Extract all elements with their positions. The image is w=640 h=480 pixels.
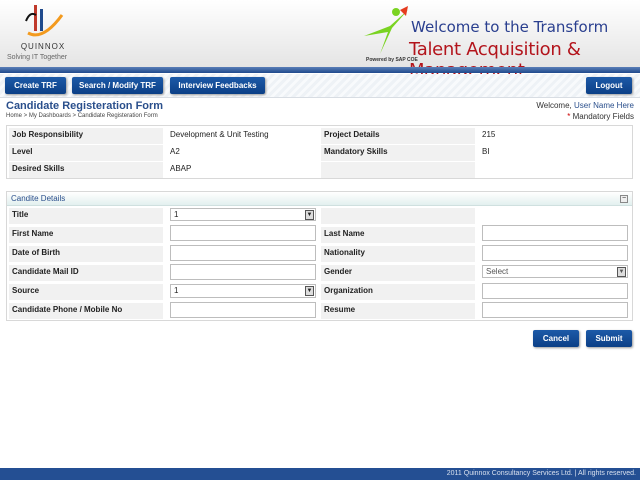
source-value: 1 [174, 286, 179, 295]
powered-by: Powered by SAP COE [366, 57, 418, 63]
nationality-input[interactable] [482, 245, 628, 261]
nationality-label: Nationality [321, 246, 475, 262]
source-label: Source [9, 284, 163, 300]
search-modify-trf-button[interactable]: Search / Modify TRF [72, 77, 163, 94]
chevron-down-icon: ▼ [305, 286, 314, 296]
info-value: A2 [170, 147, 180, 156]
section-header: Candite Details − [7, 192, 632, 206]
info-value: 215 [482, 130, 496, 139]
submit-button[interactable]: Submit [586, 330, 632, 347]
footer: 2011 Quinnox Consultancy Services Ltd. |… [0, 468, 640, 480]
chevron-down-icon: ▼ [617, 267, 626, 277]
last-name-label: Last Name [321, 227, 475, 243]
header-divider [0, 67, 640, 73]
gender-label: Gender [321, 265, 475, 281]
organization-label: Organization [321, 284, 475, 300]
header: QUINNOX Solving IT Together Powered by S… [0, 0, 640, 81]
candidate-details-panel: Candite Details − Title 1 ▼ First Name La… [6, 191, 633, 321]
cancel-button[interactable]: Cancel [533, 330, 579, 347]
nav-bar: Create TRF Search / Modify TRF Interview… [0, 74, 640, 98]
first-name-input[interactable] [170, 225, 316, 241]
mail-label: Candidate Mail ID [9, 265, 163, 281]
logout-button[interactable]: Logout [586, 77, 632, 94]
source-select[interactable]: 1 ▼ [170, 284, 316, 298]
last-name-input[interactable] [482, 225, 628, 241]
minus-icon[interactable]: − [620, 195, 628, 203]
info-value: Development & Unit Testing [170, 130, 269, 139]
welcome-text: Welcome, User Name Here [536, 101, 634, 110]
welcome-line1: Welcome to the Transform [411, 18, 609, 36]
info-label: Desired Skills [9, 162, 163, 178]
info-label: Mandatory Skills [321, 145, 475, 161]
mail-input[interactable] [170, 264, 316, 280]
info-value: ABAP [170, 164, 192, 173]
gender-value: Select [486, 267, 509, 276]
dob-input[interactable] [170, 245, 316, 261]
breadcrumb[interactable]: Home > My Dashboards > Candidate Registe… [6, 113, 158, 119]
chevron-down-icon: ▼ [305, 210, 314, 220]
first-name-label: First Name [9, 227, 163, 243]
mandatory-text: Mandatory Fields [570, 112, 634, 121]
mandatory-note: * Mandatory Fields [567, 112, 634, 121]
info-label: Project Details [321, 128, 475, 144]
welcome-prefix: Welcome, [536, 101, 574, 110]
job-info-panel: Job Responsibility Development & Unit Te… [6, 125, 633, 179]
create-trf-button[interactable]: Create TRF [5, 77, 66, 94]
organization-input[interactable] [482, 283, 628, 299]
page-title: Candidate Registeration Form [6, 100, 164, 112]
interview-feedbacks-button[interactable]: Interview Feedbacks [170, 77, 265, 94]
mandatory-mark: * [567, 112, 571, 121]
phone-input[interactable] [170, 302, 316, 318]
empty-cell [321, 208, 475, 224]
quinnox-logo-icon [25, 5, 64, 37]
figure-logo-icon [364, 6, 408, 54]
resume-input[interactable] [482, 302, 628, 318]
info-label [321, 162, 475, 178]
gender-select[interactable]: Select ▼ [482, 265, 628, 278]
user-name-link[interactable]: User Name Here [573, 101, 634, 110]
dob-label: Date of Birth [9, 246, 163, 262]
section-title: Candite Details [11, 194, 66, 203]
phone-label: Candidate Phone / Mobile No [9, 303, 163, 319]
title-select[interactable]: 1 ▼ [170, 208, 316, 221]
info-value: BI [482, 147, 490, 156]
resume-label: Resume [321, 303, 475, 319]
info-label: Job Responsibility [9, 128, 163, 144]
info-label: Level [9, 145, 163, 161]
title-label: Title [9, 208, 163, 224]
logo-name: QUINNOX [20, 42, 66, 51]
title-value: 1 [174, 210, 179, 219]
logo-tagline: Solving IT Together [7, 54, 68, 61]
